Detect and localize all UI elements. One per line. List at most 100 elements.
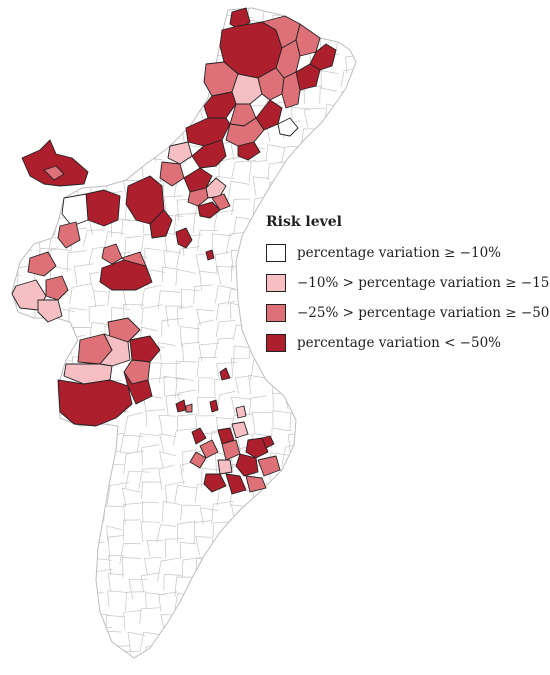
municipal-border bbox=[305, 175, 325, 196]
municipal-border bbox=[194, 16, 213, 33]
municipal-border bbox=[12, 357, 20, 378]
municipal-border bbox=[123, 303, 144, 325]
municipal-border bbox=[47, 571, 72, 592]
municipal-border bbox=[158, 414, 176, 435]
municipal-border bbox=[146, 75, 165, 92]
municipal-border bbox=[53, 481, 72, 502]
municipal-border bbox=[289, 197, 311, 214]
municipal-border bbox=[342, 591, 356, 612]
legend-label: −10% > percentage variation ≥ −15% bbox=[297, 274, 550, 291]
risk-area-level-3 bbox=[245, 437, 269, 459]
municipal-border bbox=[285, 575, 307, 597]
municipal-border bbox=[284, 606, 302, 626]
municipal-border bbox=[302, 593, 321, 615]
municipal-border bbox=[361, 51, 380, 74]
risk-area-level-0 bbox=[277, 117, 299, 137]
municipal-border bbox=[12, 157, 14, 181]
municipal-border bbox=[12, 467, 20, 486]
legend-swatch bbox=[266, 243, 286, 262]
municipal-border bbox=[284, 376, 306, 395]
municipal-border bbox=[156, 524, 176, 543]
municipal-border bbox=[164, 538, 184, 559]
municipal-border bbox=[174, 377, 195, 398]
municipal-border bbox=[326, 650, 342, 658]
municipal-border bbox=[90, 469, 110, 485]
risk-area-level-3 bbox=[235, 453, 259, 477]
municipal-border bbox=[108, 107, 131, 124]
municipal-border bbox=[287, 503, 305, 522]
municipal-border bbox=[157, 342, 176, 361]
municipal-border bbox=[69, 646, 90, 658]
municipal-border bbox=[265, 144, 286, 162]
legend-swatch bbox=[266, 303, 286, 322]
risk-area-level-2 bbox=[121, 251, 147, 267]
municipal-border bbox=[338, 427, 355, 446]
municipal-border bbox=[143, 104, 161, 125]
municipal-border bbox=[36, 571, 56, 595]
municipal-border bbox=[161, 14, 183, 33]
municipal-border bbox=[141, 304, 164, 325]
municipal-border bbox=[355, 485, 356, 506]
municipal-border bbox=[128, 578, 148, 600]
municipal-border bbox=[304, 574, 326, 595]
municipal-border bbox=[360, 628, 380, 649]
municipal-border bbox=[247, 8, 269, 20]
municipal-border bbox=[251, 539, 268, 561]
municipal-border bbox=[52, 55, 73, 74]
municipal-border bbox=[267, 611, 287, 632]
municipal-border bbox=[127, 53, 151, 74]
municipal-border bbox=[343, 553, 356, 574]
municipal-border bbox=[54, 127, 73, 148]
municipal-border bbox=[39, 504, 60, 522]
municipal-border bbox=[195, 536, 212, 555]
municipal-border bbox=[232, 561, 254, 583]
municipal-border bbox=[199, 507, 218, 525]
municipal-border bbox=[104, 20, 124, 41]
municipal-border bbox=[325, 395, 346, 418]
municipal-border bbox=[323, 164, 347, 187]
municipal-border bbox=[125, 591, 146, 612]
municipal-border bbox=[361, 598, 377, 615]
risk-area-level-2 bbox=[257, 455, 281, 477]
municipal-border bbox=[158, 464, 174, 490]
municipal-border bbox=[339, 574, 356, 591]
legend-item-level-3: percentage variation < −50% bbox=[266, 332, 546, 353]
municipal-border bbox=[144, 669, 164, 675]
municipal-border bbox=[38, 198, 57, 218]
municipal-border bbox=[28, 343, 50, 363]
municipal-border bbox=[12, 555, 19, 575]
municipal-border bbox=[359, 373, 379, 395]
municipal-border bbox=[357, 0, 377, 14]
municipal-border bbox=[162, 266, 179, 283]
municipal-border bbox=[33, 626, 52, 647]
risk-area-level-3 bbox=[217, 427, 235, 445]
municipal-border bbox=[88, 304, 105, 323]
risk-area-level-3 bbox=[197, 201, 221, 219]
municipal-border bbox=[103, 55, 122, 72]
municipal-border bbox=[66, 250, 87, 272]
municipal-border bbox=[283, 591, 302, 612]
municipal-border bbox=[107, 31, 125, 56]
municipal-border bbox=[49, 538, 70, 558]
municipal-border bbox=[125, 470, 150, 489]
municipal-border bbox=[18, 11, 37, 33]
municipal-border bbox=[225, 231, 247, 254]
municipal-border bbox=[231, 504, 250, 522]
municipal-border bbox=[140, 521, 161, 543]
municipal-border bbox=[248, 630, 270, 653]
municipal-border bbox=[28, 521, 49, 546]
municipal-border bbox=[92, 451, 111, 473]
municipal-border bbox=[16, 446, 41, 466]
risk-area-level-1 bbox=[37, 299, 63, 323]
municipal-border bbox=[163, 195, 183, 214]
risk-areas-north bbox=[11, 7, 337, 495]
municipal-border bbox=[360, 501, 380, 522]
risk-area-level-2 bbox=[101, 243, 123, 265]
municipal-border bbox=[324, 361, 346, 378]
municipal-border bbox=[67, 613, 84, 634]
legend-label: percentage variation < −50% bbox=[297, 334, 501, 351]
municipal-border bbox=[197, 8, 215, 16]
municipal-border bbox=[214, 649, 235, 658]
municipal-border bbox=[248, 668, 267, 675]
municipal-border bbox=[12, 395, 20, 412]
